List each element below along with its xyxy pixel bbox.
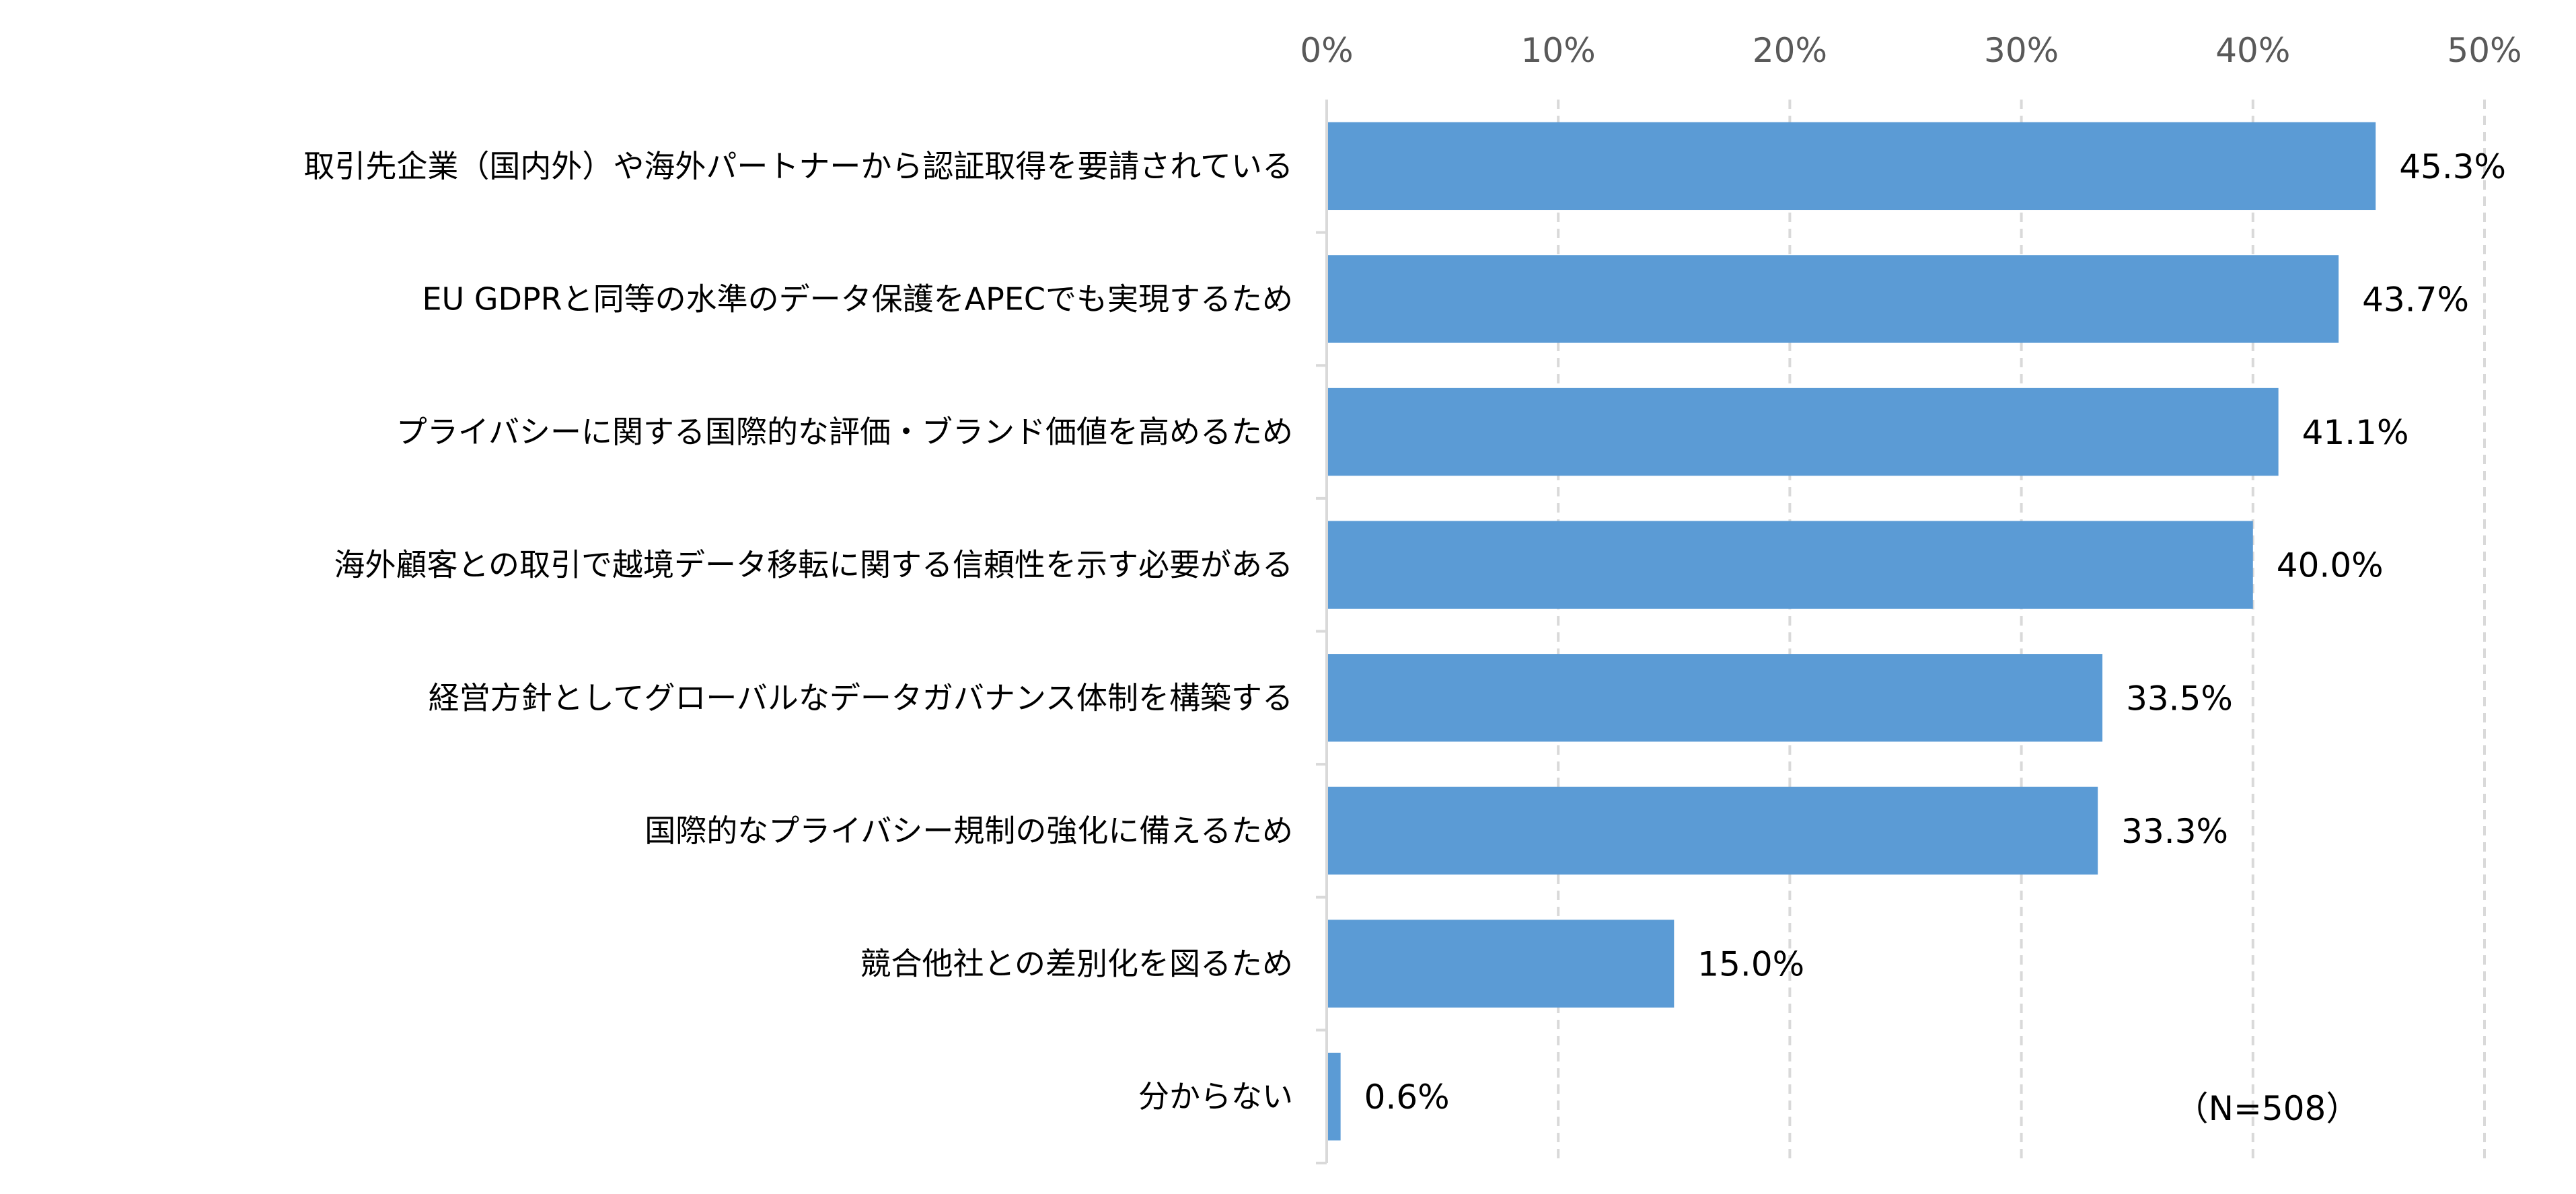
bar [1327,786,2098,875]
bar [1327,521,2253,609]
x-tick-label: 10% [1521,31,1596,70]
category-label: 取引先企業（国内外）や海外パートナーから認証取得を要請されている [303,148,1293,184]
gridlines [1316,100,2486,1164]
bar [1327,920,1675,1008]
bar [1327,255,2339,343]
sample-size-note: （N=508） [2175,1089,2360,1128]
value-label: 41.1% [2302,413,2409,452]
bar [1327,122,2376,211]
category-label: 分からない [1138,1078,1293,1115]
bar [1327,387,2279,476]
value-label: 33.3% [2121,812,2228,851]
value-labels: 45.3% 43.7% 41.1% 40.0% 33.5% 33.3% 15.0% 0.6% [1364,147,2506,1117]
value-label: 33.5% [2126,679,2233,718]
value-label: 15.0% [1697,945,1804,984]
bars [1327,122,2376,1141]
category-label: 海外顧客との取引で越境データ移転に関する信頼性を示す必要がある [334,547,1293,583]
category-label: EU GDPRと同等の水準のデータ保護をAPECでも実現するため [422,281,1293,317]
x-tick-label: 30% [1984,31,2059,70]
bar [1327,1052,1341,1141]
x-tick-label: 40% [2215,31,2290,70]
x-axis-ticks: 0% 10% 20% 30% 40% 50% [1300,31,2522,70]
category-label: 国際的なプライバシー規制の強化に備えるため [645,813,1293,849]
x-tick-label: 50% [2447,31,2522,70]
value-label: 45.3% [2399,147,2506,186]
category-label: 経営方針としてグローバルなデータガバナンス体制を構築する [429,679,1293,716]
category-labels: 取引先企業（国内外）や海外パートナーから認証取得を要請されている EU GDPRと… [303,148,1293,1115]
category-label: プライバシーに関する国際的な評価・ブランド価値を高めるため [396,414,1293,450]
x-tick-label: 0% [1300,31,1353,70]
bar [1327,654,2103,742]
category-label: 競合他社との差別化を図るため [860,946,1293,982]
value-label: 0.6% [1364,1078,1450,1117]
value-label: 40.0% [2277,546,2384,585]
value-label: 43.7% [2362,280,2469,319]
x-tick-label: 20% [1753,31,1827,70]
